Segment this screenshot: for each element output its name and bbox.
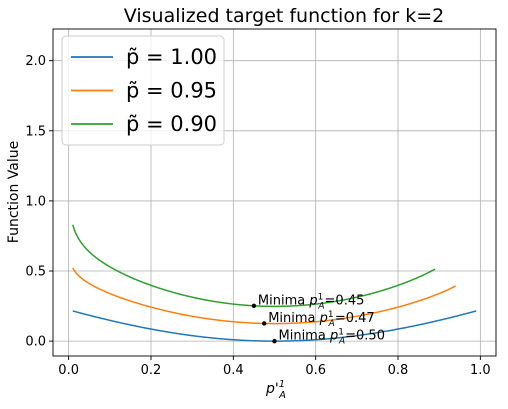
x-tick-label: 0.8 [388, 363, 409, 378]
x-tick-label: 0.6 [305, 363, 326, 378]
y-tick-label: 1.0 [25, 194, 46, 209]
x-tick-label: 0.2 [141, 363, 162, 378]
x-axis-label-sup: 1 [279, 379, 285, 390]
minimum-label: Minima p1 A=0.50 [279, 328, 385, 347]
legend-box [61, 35, 225, 146]
y-tick-label: 0.5 [25, 265, 46, 280]
minimum-marker [251, 303, 257, 309]
x-tick-label: 0.0 [58, 363, 79, 378]
x-axis: 0.0 0.2 0.4 0.6 0.8 1.0 [58, 356, 491, 378]
x-axis-label-sub: A [278, 390, 286, 401]
legend-label: p̃ = 1.00 [126, 45, 217, 69]
legend-label: p̃ = 0.90 [126, 112, 217, 136]
x-tick-label: 1.0 [470, 363, 491, 378]
legend: p̃ = 1.00 p̃ = 0.95 p̃ = 0.90 [61, 35, 225, 146]
chart-title: Visualized target function for k=2 [124, 5, 444, 27]
x-axis-label: p'1 A [265, 379, 286, 401]
y-axis-label: Function Value [6, 141, 22, 243]
plot-frame [52, 28, 497, 357]
legend-label: p̃ = 0.95 [126, 79, 217, 103]
y-axis: 0.0 0.5 1.0 1.5 2.0 [25, 54, 53, 350]
minimum-label: Minima p1 A=0.47 [268, 310, 374, 329]
y-tick-label: 2.0 [25, 54, 46, 69]
series-line [72, 224, 436, 308]
x-tick-label: 0.4 [223, 363, 244, 378]
minimum-marker [262, 321, 267, 326]
y-tick-label: 0.0 [25, 335, 46, 350]
y-tick-label: 1.5 [25, 124, 46, 139]
x-axis-label-base: p' [265, 381, 279, 397]
minimum-marker [272, 338, 277, 344]
minimum-label: Minima p1 A=0.45 [258, 292, 364, 311]
